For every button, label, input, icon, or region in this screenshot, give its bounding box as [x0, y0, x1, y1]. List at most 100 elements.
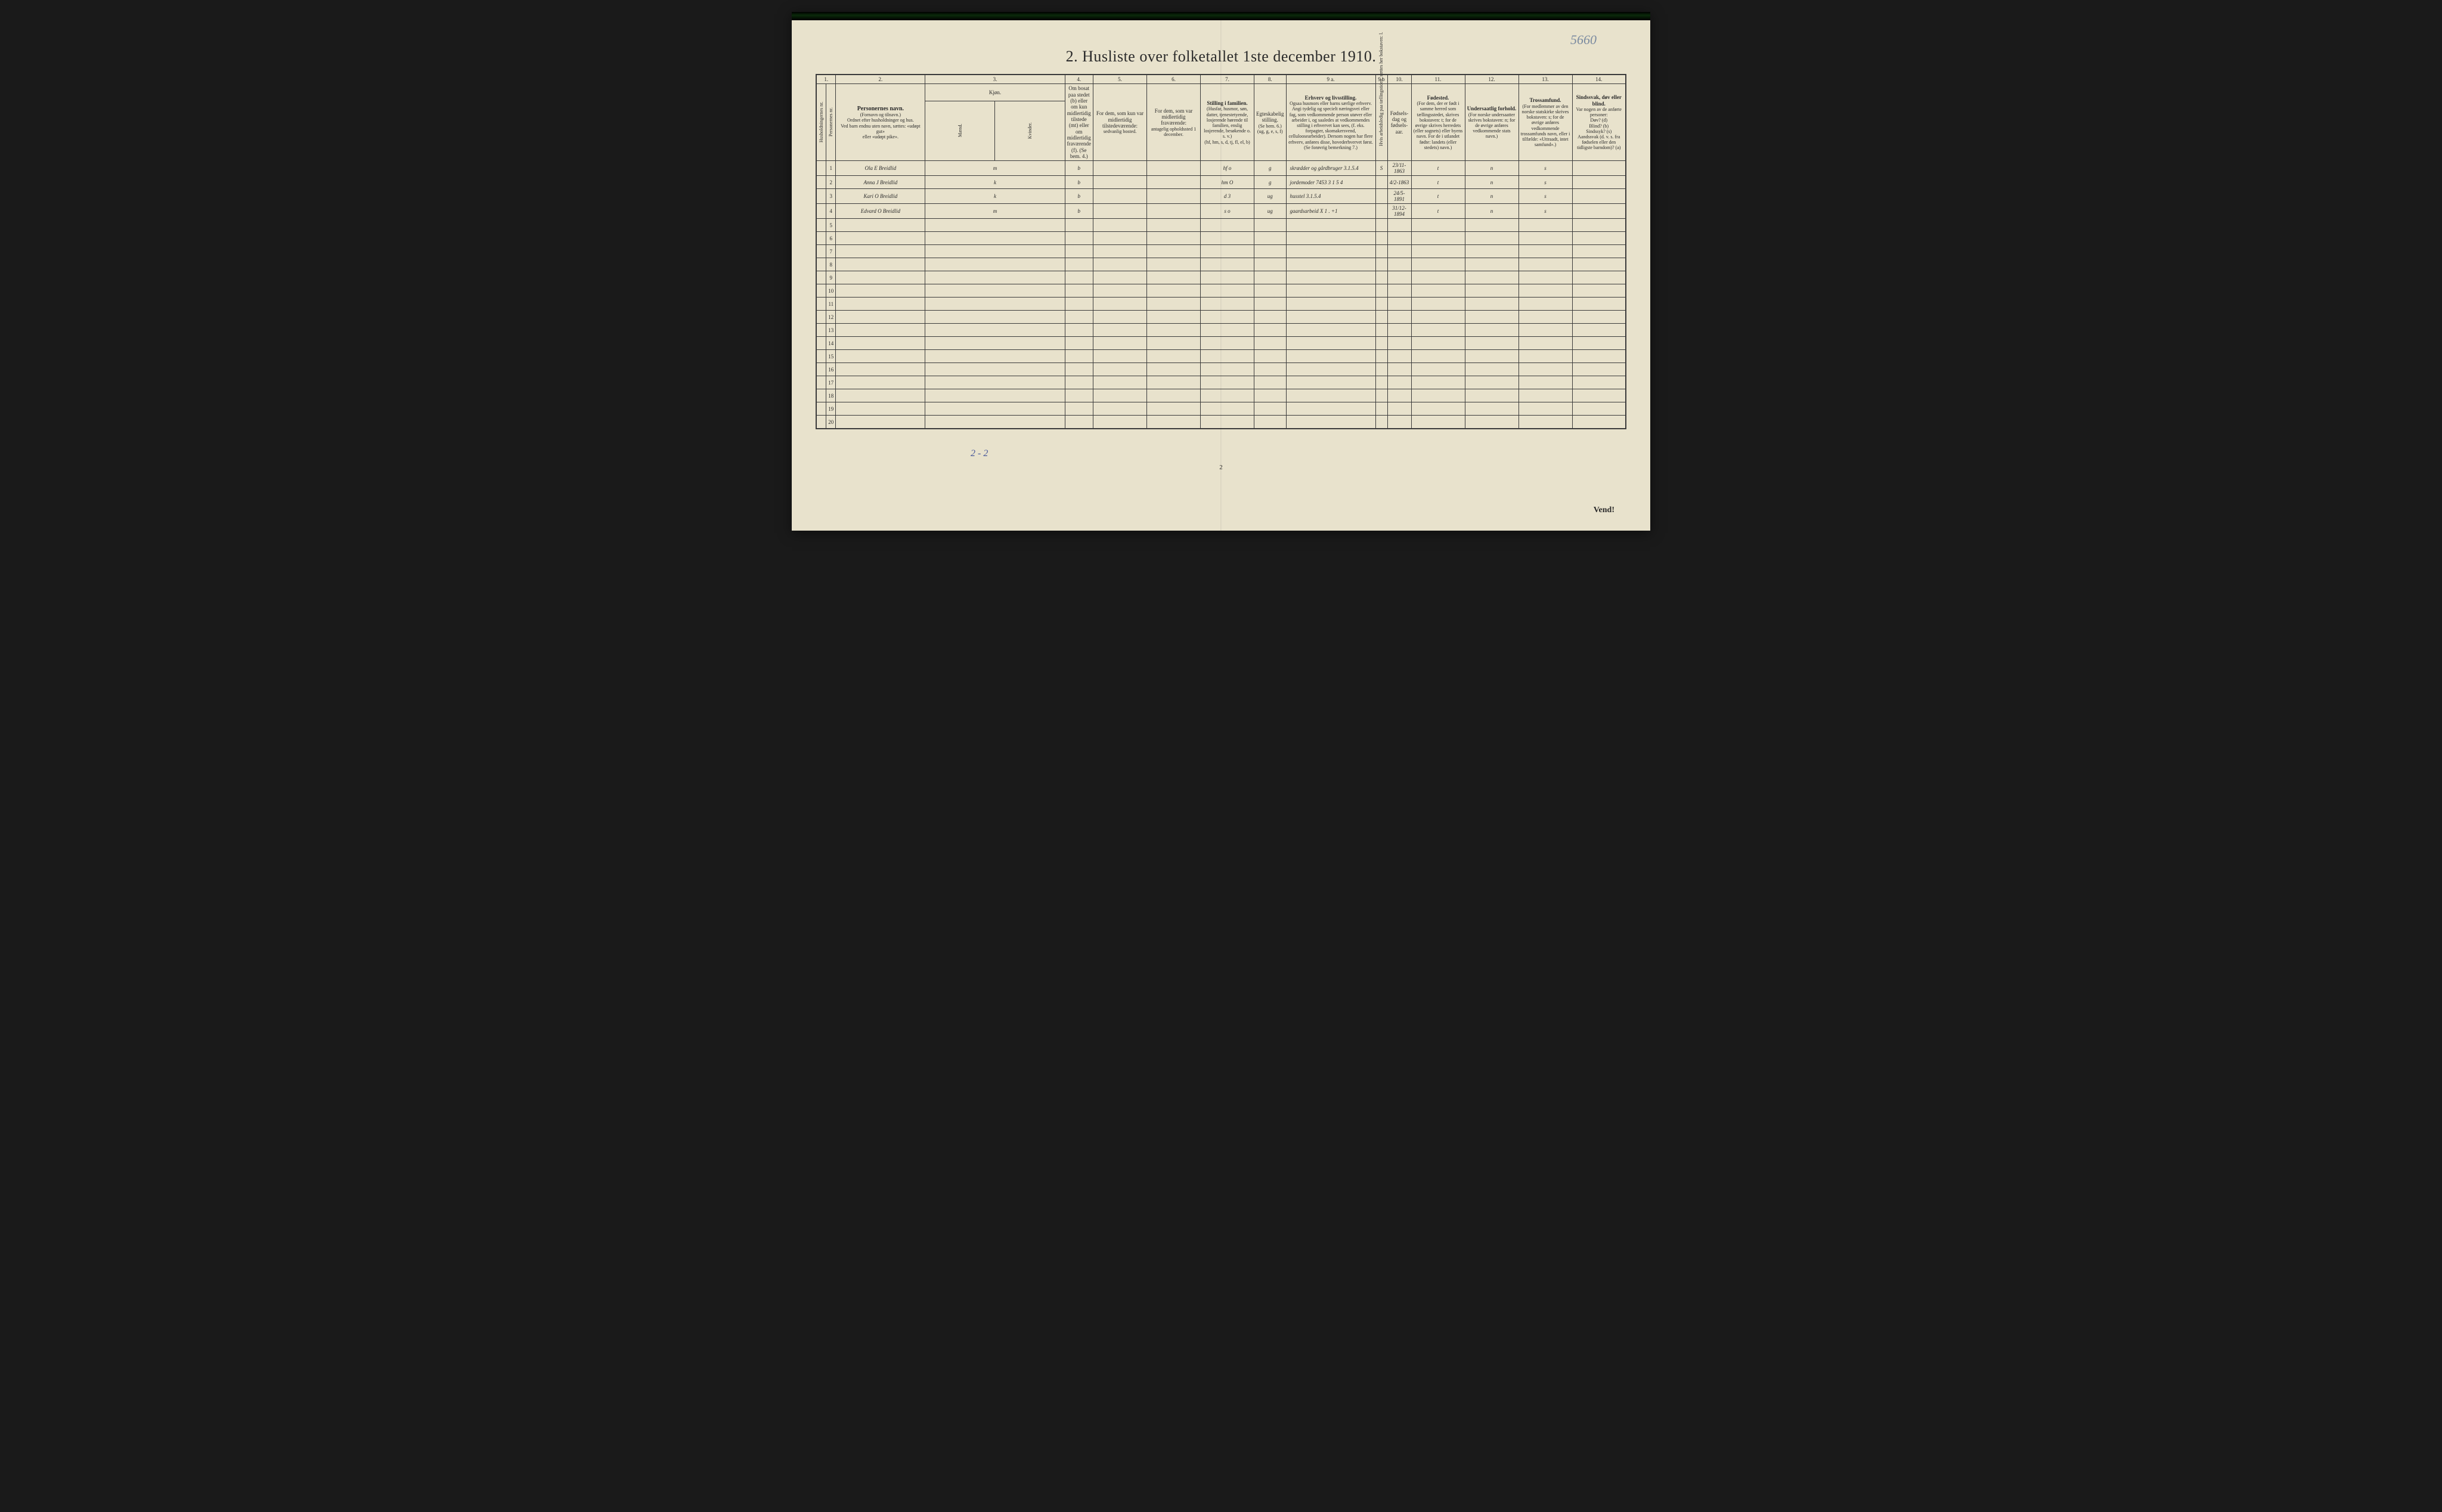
cell — [1201, 311, 1254, 324]
cell — [1411, 363, 1465, 376]
cell — [1286, 232, 1375, 245]
disability — [1572, 161, 1626, 176]
cell — [1518, 337, 1572, 350]
cell — [1375, 350, 1387, 363]
disability — [1572, 189, 1626, 204]
cell — [1572, 298, 1626, 311]
cell — [1572, 271, 1626, 284]
cell — [1387, 337, 1411, 350]
family-position: d 3 — [1201, 189, 1254, 204]
cell — [1254, 324, 1287, 337]
citizenship: n — [1465, 204, 1518, 219]
cell — [1465, 258, 1518, 271]
cell — [1065, 324, 1093, 337]
h12: Undersaatlig forhold. (For norske unders… — [1465, 84, 1518, 161]
birthdate: 31/12-1894 — [1387, 204, 1411, 219]
person-name: Anna J Breidlid — [836, 176, 925, 189]
cell — [1375, 284, 1387, 298]
cell — [1572, 376, 1626, 389]
cell — [1518, 389, 1572, 402]
cell — [1411, 271, 1465, 284]
cell — [1286, 219, 1375, 232]
cell — [925, 245, 1065, 258]
religion: s — [1518, 176, 1572, 189]
cell — [1375, 245, 1387, 258]
cell — [1387, 402, 1411, 416]
household-num — [816, 245, 826, 258]
cell — [1065, 258, 1093, 271]
col5 — [1093, 204, 1147, 219]
cell — [1375, 376, 1387, 389]
cell — [1093, 284, 1147, 298]
cell — [1572, 219, 1626, 232]
cell — [1465, 245, 1518, 258]
cell — [1375, 298, 1387, 311]
cell — [1411, 298, 1465, 311]
household-num — [816, 232, 826, 245]
cell — [1201, 258, 1254, 271]
cell — [1065, 284, 1093, 298]
birthplace: t — [1411, 161, 1465, 176]
cell — [1093, 298, 1147, 311]
cell — [1387, 245, 1411, 258]
cell — [1201, 389, 1254, 402]
cell — [1286, 311, 1375, 324]
cell — [1065, 363, 1093, 376]
citizenship: n — [1465, 161, 1518, 176]
person-num: 12 — [826, 311, 836, 324]
footer-tally: 2 - 2 — [971, 448, 988, 459]
h9a: Erhverv og livsstilling. Ogsaa husmors e… — [1286, 84, 1375, 161]
religion: s — [1518, 204, 1572, 219]
cell — [1387, 416, 1411, 429]
household-num — [816, 376, 826, 389]
person-num: 6 — [826, 232, 836, 245]
cell — [1254, 271, 1287, 284]
person-num: 1 — [826, 161, 836, 176]
handwritten-number: 5660 — [1570, 32, 1597, 48]
occupation: skrædder og gårdbruger 3.1.5.4 — [1286, 161, 1375, 176]
cell — [1201, 232, 1254, 245]
cell — [1065, 402, 1093, 416]
cell — [1254, 402, 1287, 416]
birthplace: t — [1411, 176, 1465, 189]
household-num — [816, 271, 826, 284]
cell — [1387, 258, 1411, 271]
col-num-6: 6. — [1147, 75, 1201, 84]
col-num-13: 13. — [1518, 75, 1572, 84]
cell — [1387, 298, 1411, 311]
cell — [1375, 416, 1387, 429]
household-num — [816, 189, 826, 204]
h6: For dem, som var midlertidig fraværende:… — [1147, 84, 1201, 161]
col6 — [1147, 161, 1201, 176]
cell — [1093, 389, 1147, 402]
cell — [1518, 258, 1572, 271]
h3-m: Mænd. — [925, 101, 995, 161]
col6 — [1147, 204, 1201, 219]
col-num-3: 3. — [925, 75, 1065, 84]
cell — [1065, 337, 1093, 350]
cell — [1147, 376, 1201, 389]
cell — [1375, 271, 1387, 284]
cell — [1572, 350, 1626, 363]
unemployed — [1375, 189, 1387, 204]
person-num: 4 — [826, 204, 836, 219]
cell — [1201, 271, 1254, 284]
cell — [1147, 311, 1201, 324]
cell — [1254, 416, 1287, 429]
cell — [925, 416, 1065, 429]
cell — [1375, 311, 1387, 324]
cell — [1201, 298, 1254, 311]
cell — [1201, 284, 1254, 298]
cell — [1286, 363, 1375, 376]
cell — [1411, 324, 1465, 337]
cell — [1387, 376, 1411, 389]
cell — [1465, 271, 1518, 284]
cell — [1375, 389, 1387, 402]
person-num: 11 — [826, 298, 836, 311]
h13: Trossamfund. (For medlemmer av den norsk… — [1518, 84, 1572, 161]
cell — [1065, 298, 1093, 311]
cell — [1572, 311, 1626, 324]
sex: k — [925, 176, 1065, 189]
cell — [1286, 271, 1375, 284]
cell — [1465, 284, 1518, 298]
